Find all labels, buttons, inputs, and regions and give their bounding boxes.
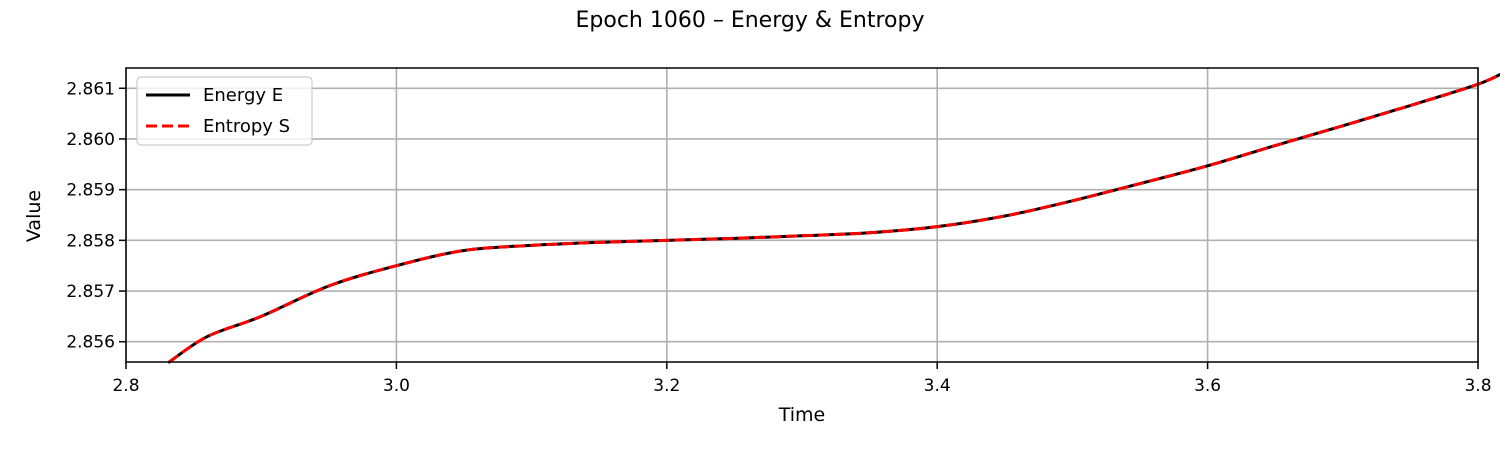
x-tick-label: 3.6 bbox=[1194, 376, 1221, 396]
y-tick-label: 2.856 bbox=[66, 333, 115, 353]
plot-frame bbox=[125, 67, 1479, 363]
x-tick-label: 3.2 bbox=[653, 376, 680, 396]
legend-label: Entropy S bbox=[203, 116, 290, 137]
legend: Energy E Entropy S bbox=[136, 76, 313, 146]
x-tick-label: 3.8 bbox=[1464, 376, 1491, 396]
x-axis-label: Time bbox=[778, 404, 826, 426]
x-tick-label: 2.8 bbox=[112, 376, 139, 396]
x-tick-label: 3.4 bbox=[924, 376, 951, 396]
legend-label: Energy E bbox=[203, 85, 283, 106]
y-tick-label: 2.858 bbox=[66, 231, 115, 251]
x-tick-label: 3.0 bbox=[383, 376, 410, 396]
plot-series bbox=[167, 72, 1500, 364]
axis-ticks: 2.8 3.0 3.2 3.4 3.6 3.8 2.856 2.857 2.858 2.859 2.… bbox=[66, 79, 1491, 396]
series-line-entropy bbox=[168, 72, 1500, 364]
y-tick-label: 2.861 bbox=[66, 79, 115, 99]
y-axis-label: Value bbox=[23, 190, 45, 242]
chart-title: Epoch 1060 – Energy & Entropy bbox=[576, 8, 925, 33]
grid bbox=[125, 68, 1479, 362]
y-tick-label: 2.859 bbox=[66, 181, 115, 201]
y-tick-label: 2.860 bbox=[66, 130, 115, 150]
y-tick-label: 2.857 bbox=[66, 282, 115, 302]
